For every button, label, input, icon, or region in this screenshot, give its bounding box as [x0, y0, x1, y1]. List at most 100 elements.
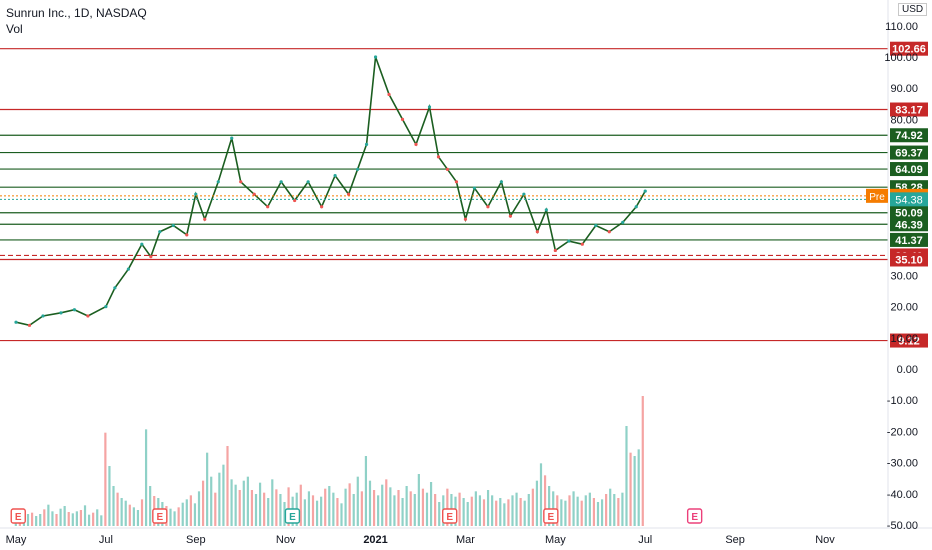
volume-bar: [120, 498, 123, 526]
price-tick-label: 100.00: [884, 52, 918, 64]
volume-bar: [605, 494, 608, 526]
earnings-marker-label: E: [289, 512, 296, 523]
price-point: [355, 167, 360, 171]
volume-bar: [169, 508, 172, 526]
volume-bar: [124, 500, 127, 526]
volume-bar: [104, 432, 107, 526]
volume-bar: [234, 484, 237, 526]
level-badge: [890, 162, 928, 177]
volume-bar: [271, 479, 274, 526]
price-point: [553, 248, 557, 253]
earnings-marker-label: E: [548, 512, 555, 523]
volume-bar: [576, 496, 579, 526]
volume-bar: [254, 494, 258, 526]
volume-bar: [592, 498, 596, 526]
volume-bar: [596, 502, 600, 526]
volume-bar: [397, 490, 400, 526]
volume-bar: [613, 494, 616, 526]
level-badge: [890, 232, 928, 247]
price-line: [15, 56, 646, 327]
volume-bar: [311, 495, 315, 526]
volume-bar: [307, 491, 311, 526]
horizontal-levels: 102.6683.1774.9269.3764.0958.2850.0946.3…: [0, 41, 928, 348]
volume-bar: [299, 484, 302, 526]
volume-bar: [83, 505, 87, 526]
volume-bar: [600, 499, 604, 526]
volume-bar: [132, 507, 135, 526]
volume-bar: [206, 452, 209, 526]
volume-bar: [128, 504, 131, 526]
volume-bar: [210, 476, 213, 526]
volume-bar: [287, 487, 290, 526]
volume-bar: [185, 499, 188, 526]
volume-bar: [609, 488, 612, 526]
volume-bar: [482, 499, 486, 526]
volume-bar: [79, 510, 83, 526]
volume-bar: [360, 491, 363, 526]
price-tick-label: -10.00: [887, 395, 918, 407]
price-tick-label: -20.00: [887, 426, 918, 438]
volume-bar: [523, 500, 526, 526]
price-tick-label: -40.00: [887, 489, 918, 501]
volume-bar: [35, 516, 38, 526]
volume-bar: [214, 492, 217, 526]
volume-bar: [193, 503, 197, 526]
volume-bar: [230, 479, 233, 526]
price-point: [194, 192, 198, 196]
price-point: [436, 155, 441, 159]
volume-bar: [535, 480, 539, 526]
volume-bar: [181, 502, 184, 526]
price-tick-label: -50.00: [887, 520, 918, 532]
price-point: [427, 105, 432, 109]
price-point: [86, 314, 90, 318]
volume-bar: [617, 498, 620, 526]
volume-bar: [324, 488, 327, 526]
price-point: [567, 239, 571, 243]
volume-bar: [279, 494, 282, 526]
time-tick-label: May: [545, 534, 566, 546]
volume-bar: [189, 495, 192, 526]
volume-bar: [96, 509, 99, 526]
price-point: [59, 311, 63, 315]
level-badge: [890, 102, 928, 117]
price-point: [580, 242, 584, 246]
volume-bar: [71, 513, 74, 526]
volume-bar: [39, 514, 42, 526]
price-point: [266, 205, 270, 209]
price-tick-label: 10.00: [890, 333, 918, 345]
level-label: 74.92: [895, 130, 923, 142]
volume-bar: [263, 492, 266, 526]
price-point: [203, 217, 207, 221]
price-point: [486, 205, 490, 209]
volume-bar: [340, 503, 343, 526]
price-point: [594, 223, 598, 228]
volume-bar: [543, 475, 547, 526]
volume-bar: [580, 500, 583, 526]
volume-bar: [637, 449, 640, 526]
price-point: [522, 192, 526, 196]
volume-bar: [519, 498, 522, 526]
volume-bar: [425, 492, 429, 526]
earnings-marker: [442, 508, 458, 524]
volume-bar: [377, 495, 380, 526]
last-price-badge: [890, 192, 928, 207]
time-tick-label: Jul: [99, 534, 113, 546]
price-point: [140, 242, 144, 246]
price-point: [400, 117, 405, 121]
chart-title: Sunrun Inc., 1D, NASDAQ: [6, 6, 147, 20]
price-point: [27, 323, 32, 327]
currency-unit-badge[interactable]: USD: [898, 3, 928, 16]
volume-bar: [491, 495, 494, 526]
level-badge: [890, 333, 928, 348]
volume-bar: [149, 486, 152, 526]
price-point: [364, 142, 369, 146]
volume-bar: [486, 490, 490, 526]
time-axis: May Jul Sep Nov 2021 Mar May Jul Sep Nov: [6, 534, 836, 546]
volume-bar: [381, 484, 384, 526]
volume-bar: [201, 480, 205, 526]
pre-market-tag-label: Pre: [869, 192, 885, 203]
volume-bar: [507, 499, 510, 526]
volume-bar: [438, 502, 441, 526]
